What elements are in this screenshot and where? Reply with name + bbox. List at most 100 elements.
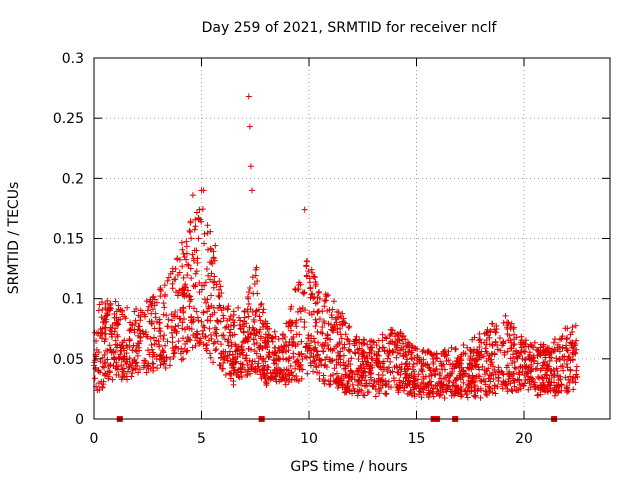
data-point [196, 279, 203, 286]
data-point [195, 235, 202, 242]
data-point [437, 387, 444, 394]
data-point [409, 363, 416, 370]
data-point [272, 333, 279, 340]
data-point [261, 367, 268, 374]
data-point [171, 326, 178, 333]
data-point [342, 362, 349, 369]
data-point [568, 340, 575, 347]
data-point [406, 361, 413, 368]
data-point [529, 375, 536, 382]
data-point [467, 378, 474, 385]
data-point [220, 304, 227, 311]
data-point [298, 350, 305, 357]
data-point [210, 278, 217, 285]
data-point [147, 335, 154, 342]
data-point [342, 371, 349, 378]
data-point [265, 364, 272, 371]
data-point [187, 219, 194, 226]
data-point [260, 306, 267, 313]
data-point [211, 309, 218, 316]
data-point [567, 339, 574, 346]
data-point [316, 376, 323, 383]
data-point [129, 358, 136, 365]
data-point [298, 338, 305, 345]
data-point [168, 317, 175, 324]
data-point [421, 384, 428, 391]
data-point [491, 366, 498, 373]
data-point [213, 330, 220, 337]
data-point [431, 351, 438, 358]
data-point [119, 311, 126, 318]
data-point [522, 356, 529, 363]
data-point [415, 371, 422, 378]
data-point [358, 387, 365, 394]
data-point [180, 285, 187, 292]
data-point [247, 163, 254, 170]
data-point [156, 352, 163, 359]
data-point [476, 366, 483, 373]
data-point [355, 389, 362, 396]
data-point [351, 340, 358, 347]
data-point [104, 356, 111, 363]
data-point [399, 336, 406, 343]
data-point [527, 384, 534, 391]
data-point [414, 346, 421, 353]
data-point [400, 378, 407, 385]
data-point [220, 359, 227, 366]
data-point [475, 385, 482, 392]
data-point [269, 334, 276, 341]
data-point [455, 390, 462, 397]
data-point [262, 343, 269, 350]
data-point [283, 356, 290, 363]
data-point [172, 309, 179, 316]
data-point [214, 317, 221, 324]
data-point [309, 269, 316, 276]
data-point [170, 350, 177, 357]
data-point [248, 330, 255, 337]
data-point [542, 371, 549, 378]
data-point [164, 338, 171, 345]
data-point [404, 391, 411, 398]
data-point [387, 358, 394, 365]
data-point [280, 343, 287, 350]
data-point [359, 374, 366, 381]
data-point [473, 375, 480, 382]
data-point [239, 347, 246, 354]
data-point [375, 371, 382, 378]
data-point [368, 355, 375, 362]
data-point [379, 337, 386, 344]
data-point [175, 289, 182, 296]
data-point [252, 312, 259, 319]
data-point [204, 317, 211, 324]
data-point [327, 378, 334, 385]
data-point [377, 377, 384, 384]
data-point [259, 356, 266, 363]
data-point [547, 387, 554, 394]
data-point [297, 316, 304, 323]
data-point [482, 345, 489, 352]
data-point [282, 339, 289, 346]
data-point [244, 328, 251, 335]
data-point [360, 348, 367, 355]
data-point [273, 367, 280, 374]
data-point [174, 292, 181, 299]
data-point [98, 329, 105, 336]
data-point [182, 281, 189, 288]
data-point [427, 390, 434, 397]
data-point [169, 334, 176, 341]
data-point [98, 335, 105, 342]
data-point [199, 330, 206, 337]
data-point [206, 350, 213, 357]
data-point [192, 223, 199, 230]
data-point [128, 373, 135, 380]
data-point [406, 372, 413, 379]
data-point [227, 375, 234, 382]
data-point [504, 348, 511, 355]
data-point [286, 355, 293, 362]
data-point [153, 337, 160, 344]
data-point [415, 391, 422, 398]
data-point [237, 326, 244, 333]
data-point [212, 329, 219, 336]
data-point [160, 300, 167, 307]
data-point [351, 376, 358, 383]
